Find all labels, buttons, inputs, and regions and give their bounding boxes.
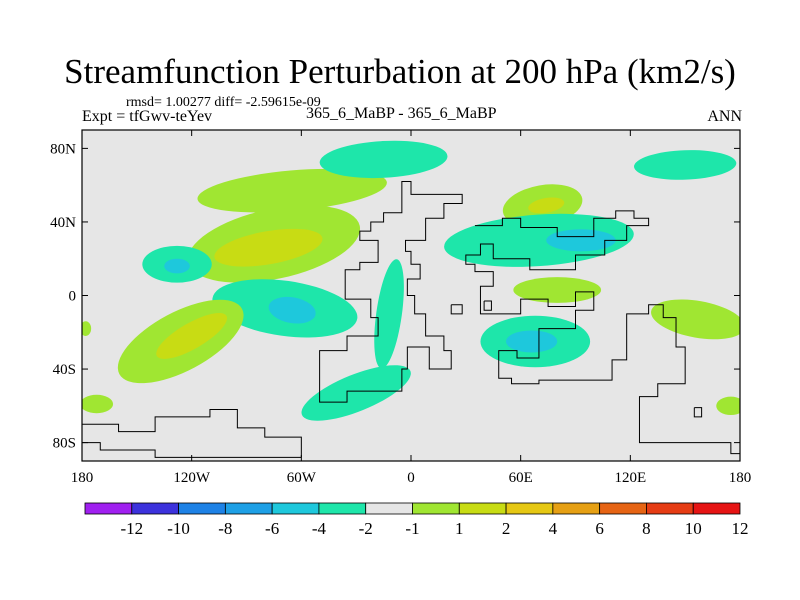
- colorbar-label: -2: [359, 519, 373, 538]
- center-label: 365_6_MaBP - 365_6_MaBP: [306, 105, 497, 122]
- colorbar-box: [412, 502, 460, 515]
- colorbar-box: [224, 502, 273, 515]
- coastline-americas: [319, 180, 463, 403]
- x-tick-label: 180: [729, 470, 752, 486]
- colorbar-label: 10: [685, 519, 702, 538]
- region-green-australia-east: [651, 299, 740, 340]
- y-tick-label: 0: [69, 289, 77, 305]
- colorbar-label: 2: [502, 519, 511, 538]
- colorbar-label: 1: [455, 519, 464, 538]
- region-cyan-west-core: [164, 258, 190, 274]
- x-tick-label: 60E: [509, 470, 533, 486]
- coastline-islands-c: [693, 407, 703, 418]
- region-yellow-central-core: [214, 228, 323, 267]
- region-teal-east-asia: [444, 213, 634, 267]
- colorbar-box: [599, 502, 647, 515]
- colorbar-box: [646, 502, 694, 515]
- colorbar-label: -4: [312, 519, 327, 538]
- y-tick-label: 80S: [53, 436, 76, 452]
- x-tick-label: 120W: [173, 470, 211, 486]
- colorbar-label: 4: [549, 519, 558, 538]
- coastline-islands-a: [450, 304, 463, 315]
- region-teal-north-pacific-arc: [319, 140, 448, 179]
- colorbar-label: -1: [405, 519, 419, 538]
- colorbar-label: 6: [595, 519, 604, 538]
- x-tick-label: 180: [71, 470, 94, 486]
- region-teal-atlantic-band: [374, 259, 404, 369]
- region-green-southwest-edge: [82, 394, 114, 414]
- region-teal-south-atlantic: [301, 365, 411, 421]
- colorbar-box: [692, 502, 741, 515]
- y-tick-label: 40N: [50, 215, 76, 231]
- colorbar-box: [178, 502, 226, 515]
- region-green-north-atlantic: [197, 168, 387, 213]
- y-tick-label: 40S: [53, 362, 76, 378]
- region-green-left-edge: [82, 321, 92, 336]
- region-teal-north-east-arc: [634, 150, 737, 180]
- colorbar-label: -8: [218, 519, 232, 538]
- region-yellow-southwest-core: [156, 312, 228, 359]
- colorbar-box: [365, 502, 413, 515]
- colorbar-box: [271, 502, 320, 515]
- region-cyan-indian-south-core: [506, 330, 558, 353]
- region-yellow-east-north-core: [528, 197, 565, 214]
- experiment-label: Expt = tfGwv-teYev: [82, 108, 213, 125]
- coastline-antarctica-south: [82, 442, 302, 458]
- colorbar-label: -12: [120, 519, 143, 538]
- y-tick-label: 80N: [50, 141, 76, 157]
- colorbar-label: 12: [732, 519, 749, 538]
- contour-regions: [82, 140, 740, 421]
- colorbar-box: [552, 502, 601, 515]
- region-cyan-equatorial-core: [268, 296, 316, 324]
- colorbar-box: [131, 502, 179, 515]
- colorbar-label: -10: [167, 519, 190, 538]
- x-tick-label: 120E: [614, 470, 646, 486]
- colorbar-label: 8: [642, 519, 651, 538]
- colorbar-box: [505, 502, 554, 515]
- region-green-indian: [513, 277, 602, 303]
- colorbar-box: [458, 502, 507, 515]
- region-green-southeast-edge: [716, 396, 740, 416]
- coastline-islands-b: [483, 300, 492, 311]
- colorbar-box: [84, 502, 133, 515]
- coastlines: [82, 180, 740, 458]
- stats-line: rmsd= 1.00277 diff= -2.59615e-09: [126, 95, 321, 110]
- x-tick-label: 60W: [287, 470, 317, 486]
- colorbar-box: [318, 502, 367, 515]
- colorbar-label: -6: [265, 519, 279, 538]
- coastline-antarctica: [82, 409, 302, 458]
- season-label: ANN: [707, 108, 742, 125]
- coastline-africa-asia: [465, 210, 740, 455]
- chart-title: Streamfunction Perturbation at 200 hPa (…: [64, 52, 736, 91]
- region-cyan-east-asia-core: [546, 229, 616, 252]
- x-tick-label: 0: [407, 470, 415, 486]
